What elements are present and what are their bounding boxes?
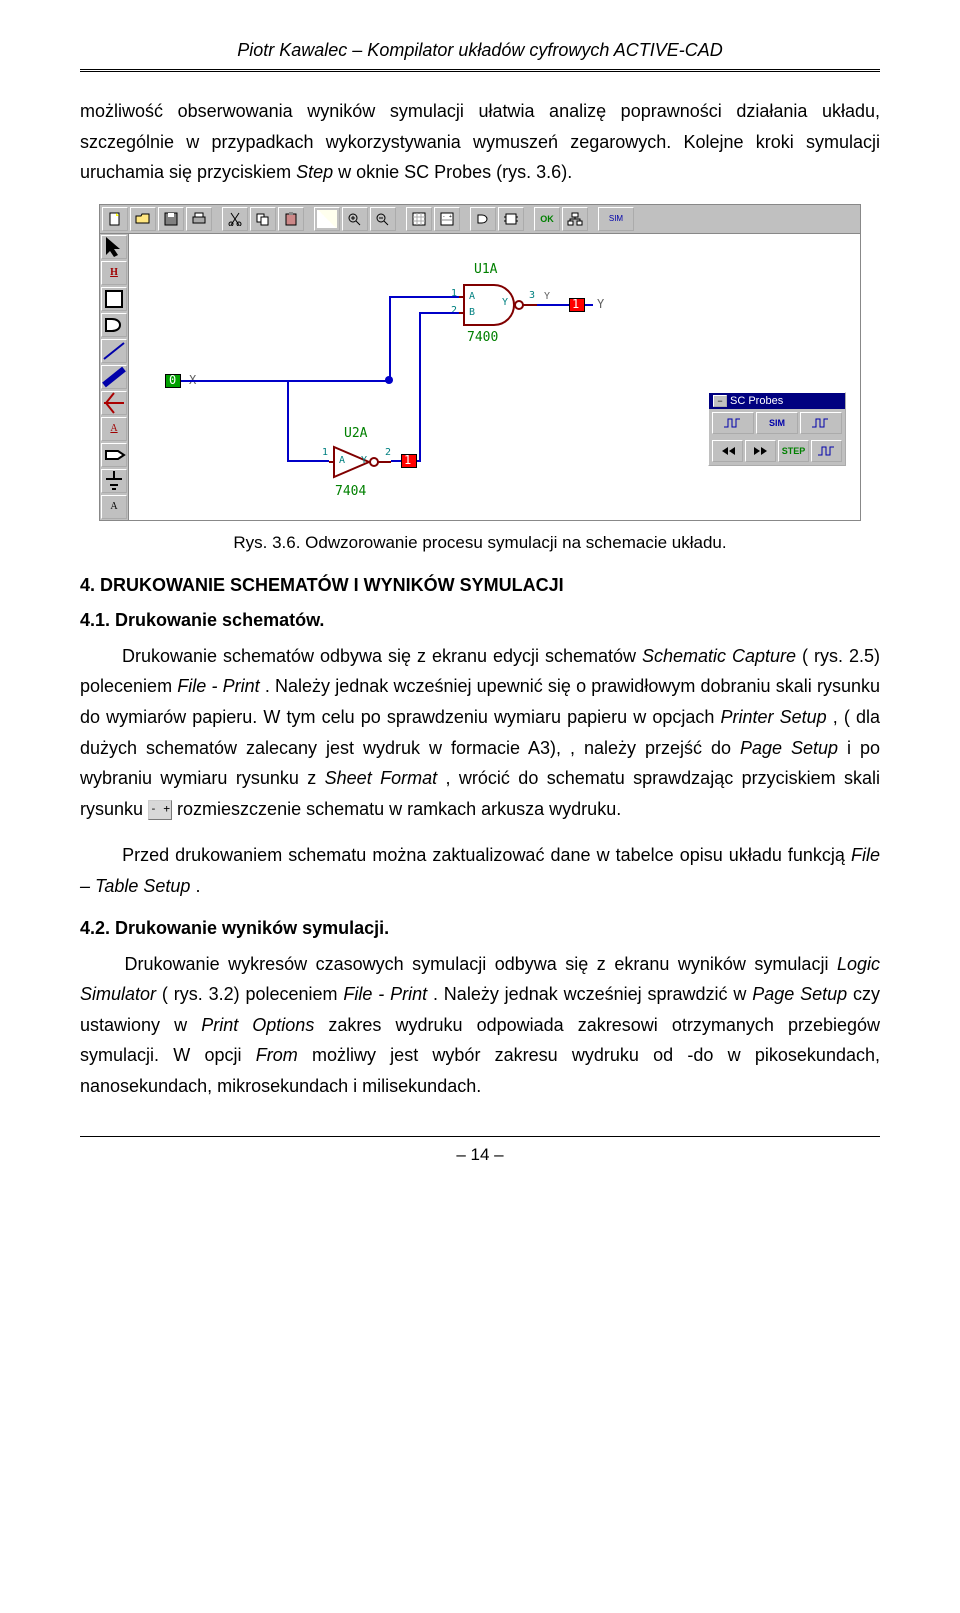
sc-wave3-icon[interactable] — [811, 440, 842, 462]
pointer-tool-icon[interactable] — [101, 235, 127, 259]
u2a-pin2-num: 2 — [385, 447, 391, 458]
step-word: Step — [296, 162, 333, 182]
paste-icon[interactable] — [278, 207, 304, 231]
power-tool-icon[interactable] — [101, 469, 127, 493]
work-area: H A A 0 X — [100, 234, 860, 520]
p41a-t1: Drukowanie schematów odbywa się z ekranu… — [122, 646, 642, 666]
sc-sim-button[interactable]: SIM — [756, 412, 798, 434]
open-file-icon[interactable] — [130, 207, 156, 231]
figure-screenshot: -+ OK SIM H A A — [99, 204, 861, 521]
grid-icon[interactable] — [406, 207, 432, 231]
cut-icon[interactable] — [222, 207, 248, 231]
scale-icon[interactable]: -+ — [434, 207, 460, 231]
probe-x-value: 0 — [169, 373, 176, 387]
wire-tool-icon[interactable] — [101, 339, 127, 363]
u1a-pin1-name: A — [469, 291, 475, 302]
top-toolbar: -+ OK SIM — [100, 205, 860, 234]
file-print-word-1: File - Print — [177, 676, 259, 696]
sc-probes-title-text: SC Probes — [730, 395, 783, 407]
sc-wave2-icon[interactable] — [800, 412, 842, 434]
probe-u2-value: 1 — [404, 453, 411, 467]
sc-forward-icon[interactable] — [745, 440, 776, 462]
gate-tool-icon[interactable] — [101, 313, 127, 337]
p41b-t1: Przed drukowaniem schematu można zaktual… — [122, 845, 851, 865]
component-icon[interactable] — [498, 207, 524, 231]
port-tool-icon[interactable] — [101, 443, 127, 467]
h-tool-icon[interactable]: H — [101, 261, 127, 285]
signal-y-out-label: Y — [597, 297, 604, 311]
zoom-in-icon[interactable] — [342, 207, 368, 231]
schematic-capture-word: Schematic Capture — [642, 646, 796, 666]
sc-rewind-icon[interactable] — [712, 440, 743, 462]
net-tool-icon[interactable] — [101, 391, 127, 415]
p42-t3: ( rys. 3.2) poleceniem — [162, 984, 343, 1004]
u1a-refdes: U1A — [474, 262, 497, 277]
u1a-piny-name: Y — [502, 297, 508, 308]
sim-wave-icon[interactable]: SIM — [598, 207, 634, 231]
schematic-canvas[interactable]: 0 X U1A 1 A — [129, 234, 860, 514]
u1a-part: 7400 — [467, 330, 498, 345]
scale-button-icon: ‑ + — [148, 800, 172, 820]
print-options-word: Print Options — [201, 1015, 314, 1035]
u1a-pin3-num: 3 — [529, 290, 535, 301]
copy-icon[interactable] — [250, 207, 276, 231]
p42-t1: Drukowanie wykresów czasowych symulacji … — [125, 954, 837, 974]
zoom-out-icon[interactable] — [370, 207, 396, 231]
new-file-icon[interactable] — [102, 207, 128, 231]
from-word: From — [256, 1045, 298, 1065]
section-41-title: 4.1. Drukowanie schematów. — [80, 610, 880, 631]
para-42: Drukowanie wykresów czasowych symulacji … — [80, 949, 880, 1102]
file-print-word-2: File - Print — [343, 984, 427, 1004]
para-41b: Przed drukowaniem schematu można zaktual… — [80, 840, 880, 901]
p41b-t3: . — [195, 876, 200, 896]
intro-paragraph: możliwość obserwowania wyników symulacji… — [80, 96, 880, 188]
sc-probes-titlebar[interactable]: − SC Probes — [709, 393, 845, 409]
u1a-pin2-num: 2 — [451, 305, 457, 316]
bus-tool-icon[interactable] — [101, 365, 127, 389]
tool-palette: H A A — [100, 234, 129, 520]
u2a-pinY-name: Y — [361, 455, 367, 466]
text-tool-icon[interactable]: A — [101, 495, 127, 519]
signal-y3-label: Y — [544, 291, 550, 302]
figure-caption: Rys. 3.6. Odwzorowanie procesu symulacji… — [80, 533, 880, 553]
printer-setup-word: Printer Setup — [720, 707, 826, 727]
u1a-pin2-name: B — [469, 307, 475, 318]
gate-icon[interactable] — [470, 207, 496, 231]
section-4-title: 4. DRUKOWANIE SCHEMATÓW I WYNIKÓW SYMULA… — [80, 575, 880, 596]
chip-tool-icon[interactable] — [101, 287, 127, 311]
hierarchy-icon[interactable] — [562, 207, 588, 231]
u2a-part: 7404 — [335, 484, 366, 499]
zoom-fit-icon[interactable] — [314, 207, 340, 231]
page-setup-word-1: Page Setup — [740, 738, 838, 758]
u1a-pin1-num: 1 — [451, 288, 457, 299]
para-41a: Drukowanie schematów odbywa się z ekranu… — [80, 641, 880, 825]
page-footer: – 14 – — [80, 1136, 880, 1165]
u2a-pinA-name: A — [339, 455, 345, 466]
probe-u1-value: 1 — [572, 297, 579, 311]
u2a-refdes: U2A — [344, 426, 367, 441]
sheet-format-word: Sheet Format — [325, 768, 437, 788]
sc-step-button[interactable]: STEP — [778, 440, 809, 462]
a-tool-icon[interactable]: A — [101, 417, 127, 441]
sc-wave1-icon[interactable] — [712, 412, 754, 434]
page-header: Piotr Kawalec – Kompilator układów cyfro… — [80, 40, 880, 72]
intro-text-2: w oknie SC Probes (rys. 3.6). — [338, 162, 572, 182]
save-icon[interactable] — [158, 207, 184, 231]
p42-t5: . Należy jednak wcześniej sprawdzić w — [433, 984, 752, 1004]
page-setup-word-2: Page Setup — [752, 984, 847, 1004]
sc-probes-panel[interactable]: − SC Probes SIM STEP — [708, 392, 846, 466]
section-42-title: 4.2. Drukowanie wyników symulacji. — [80, 918, 880, 939]
p41a-t12: rozmieszczenie schematu w ramkach arkusz… — [177, 799, 621, 819]
u2a-pin1-num: 1 — [322, 447, 328, 458]
print-icon[interactable] — [186, 207, 212, 231]
sc-sysmenu-icon[interactable]: − — [713, 395, 727, 407]
ok-icon[interactable]: OK — [534, 207, 560, 231]
svg-text:+: + — [449, 214, 452, 220]
